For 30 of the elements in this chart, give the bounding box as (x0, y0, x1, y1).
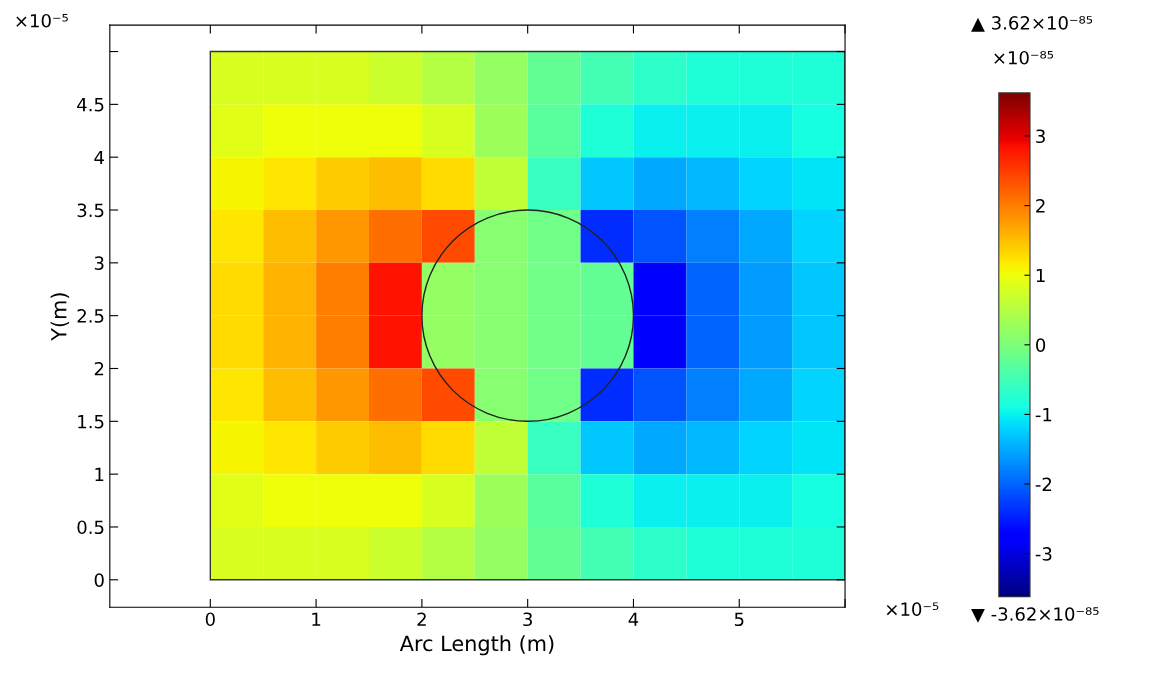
y-tick-label: 2.5 (77, 309, 104, 323)
y-tick-label: 4 (94, 150, 104, 165)
color-bar-label: 1 (1036, 268, 1045, 283)
color-bar-label: 2 (1036, 199, 1045, 213)
text: ×10⁻⁸⁵ (994, 50, 1054, 65)
text: ×10⁻⁵ (886, 602, 939, 616)
x-tick-label: 4 (628, 612, 639, 626)
y-tick-label: 1 (95, 467, 104, 481)
y-tick-label: 2 (94, 361, 104, 376)
x-tick-label: 0 (205, 612, 215, 627)
color-bar-label: -2 (1035, 477, 1052, 491)
color-bar-label: 0 (1036, 338, 1046, 352)
y-tick-label: 1.5 (78, 415, 104, 429)
y-tick-label: 3 (94, 256, 104, 270)
y-tick-label: 0.5 (77, 520, 104, 535)
y-tick-label: 0 (94, 573, 104, 587)
x-tick-label: 5 (734, 612, 744, 627)
color-bar-label: 3 (1036, 129, 1045, 144)
text: ×10⁻⁵ (16, 13, 68, 28)
text: ▲ 3.62×10⁻⁸⁵ (971, 16, 1093, 32)
y-tick-label: 4.5 (77, 98, 104, 112)
x-tick-label: 2 (417, 612, 426, 626)
color-bar-label: -3 (1035, 547, 1052, 561)
text: ▼ -3.62×10⁻⁸⁵ (971, 607, 1099, 623)
y-tick-label: 3.5 (77, 203, 104, 218)
x-tick-label: 3 (523, 612, 532, 627)
x-tick-label: 1 (312, 612, 321, 626)
color-bar-label: -1 (1035, 408, 1052, 422)
x-axis-title: Arc Length (m) (399, 635, 554, 656)
y-axis-title: Y(m) (50, 293, 70, 341)
